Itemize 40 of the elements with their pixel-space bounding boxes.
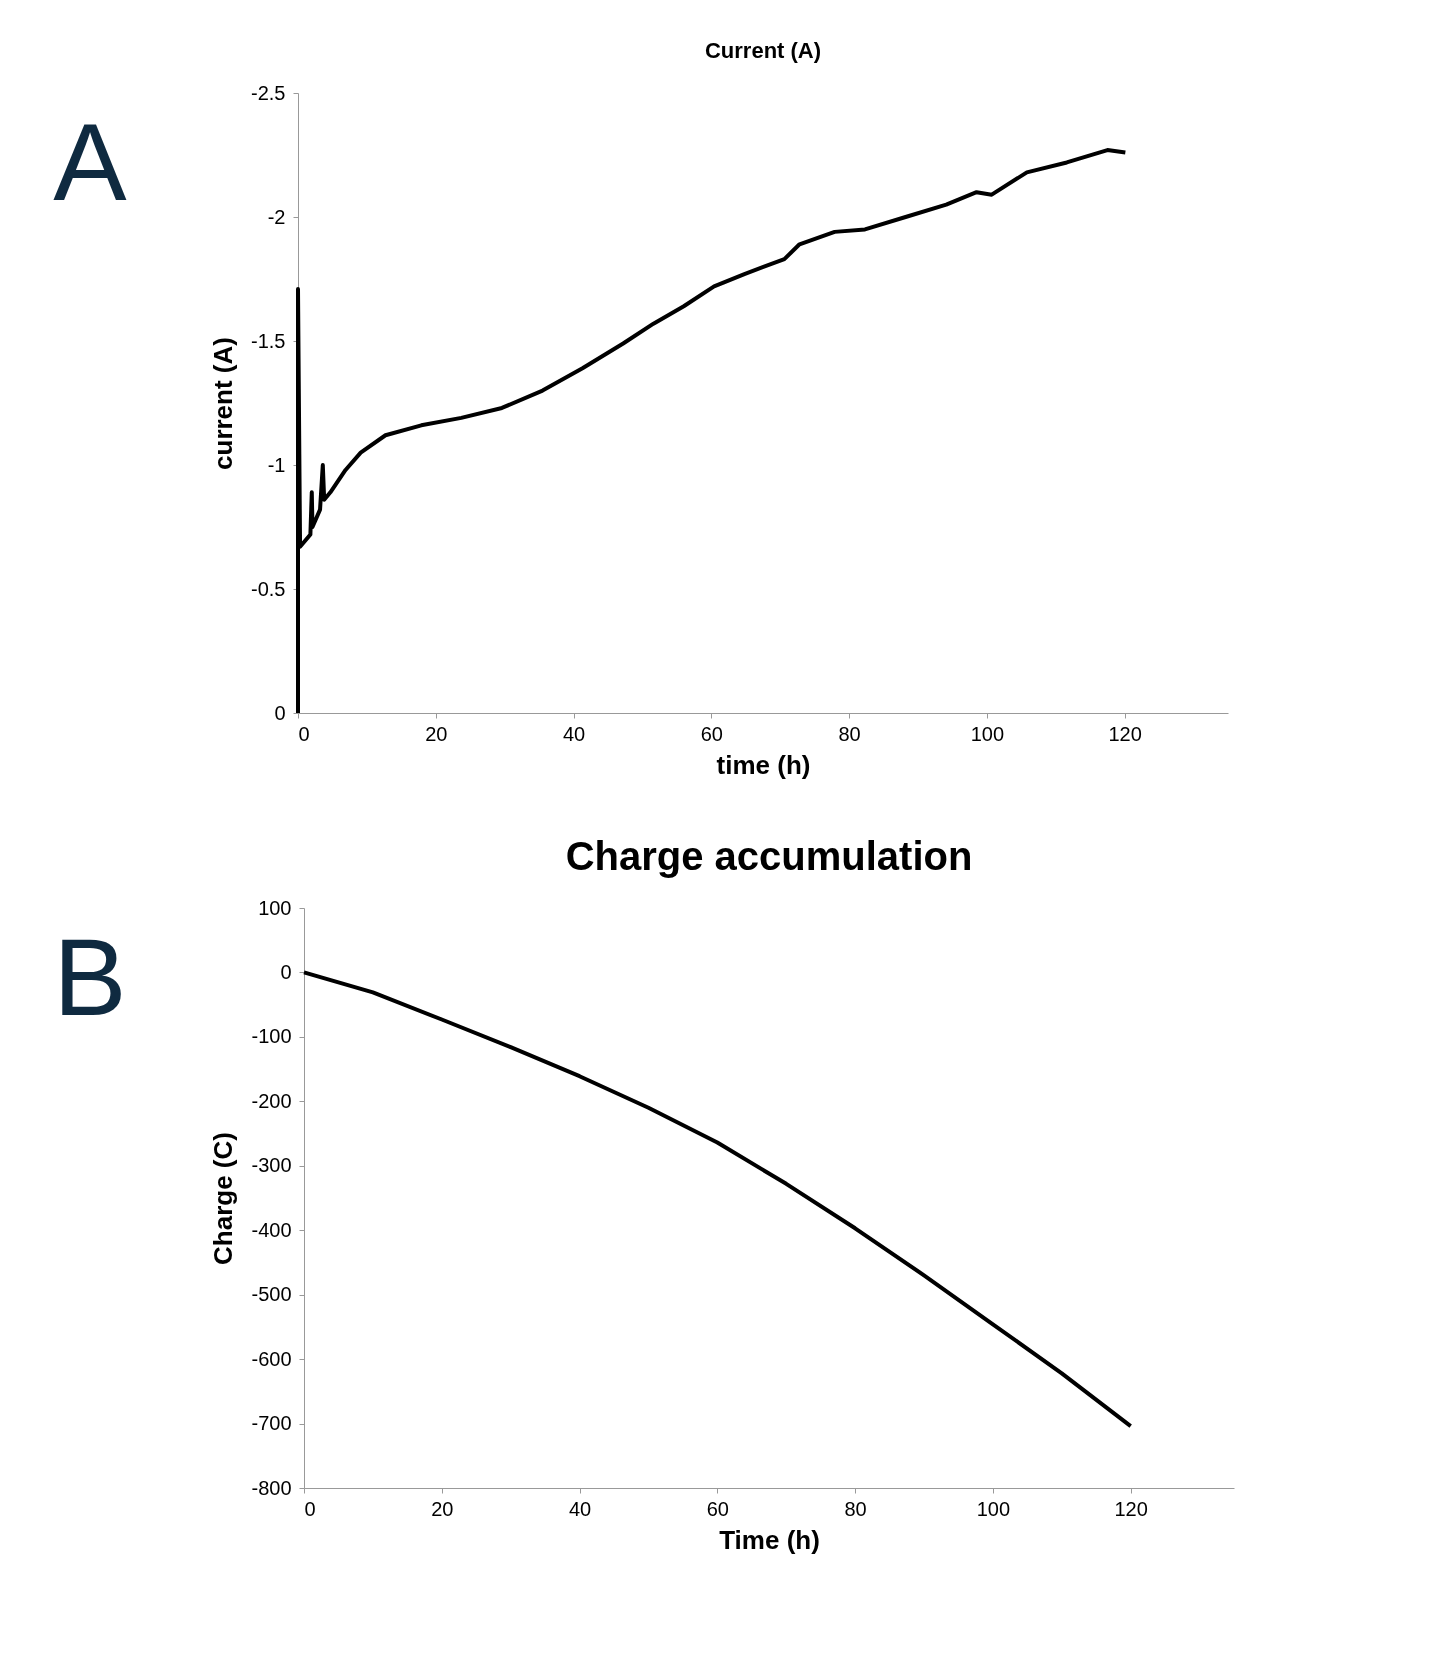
- y-axis-title: Charge (C): [208, 1132, 239, 1265]
- x-tick-label: 0: [304, 1497, 316, 1520]
- x-tick-label: 0: [298, 722, 310, 745]
- x-tick-label: 120: [1108, 722, 1142, 745]
- x-tick-label: 40: [568, 1497, 592, 1520]
- x-tick-label: 100: [976, 1497, 1011, 1520]
- x-tick-label: 20: [431, 1497, 454, 1520]
- x-tick-label: 80: [844, 1497, 867, 1520]
- chart-title: Charge accumulation: [565, 834, 973, 878]
- text: B: [53, 915, 127, 1038]
- y-tick-label: 0: [274, 701, 286, 724]
- y-tick-label: -2: [267, 205, 286, 228]
- y-tick-label: -600: [251, 1347, 292, 1370]
- y-tick-label: -200: [251, 1089, 292, 1112]
- x-tick-label: 60: [706, 1497, 729, 1520]
- y-axis-title: current (A): [208, 337, 239, 470]
- y-tick-label: -1: [267, 453, 286, 476]
- y-tick-label: -700: [251, 1412, 292, 1435]
- x-axis-title: Time (h): [719, 1524, 820, 1555]
- text: A: [53, 100, 128, 223]
- x-axis-title: time (h): [716, 749, 811, 780]
- y-tick-label: -800: [251, 1476, 292, 1499]
- y-tick-label: 100: [258, 896, 292, 919]
- y-tick-label: -400: [251, 1218, 292, 1241]
- y-tick-label: -1.5: [251, 329, 286, 352]
- y-tick-label: -500: [251, 1283, 292, 1306]
- y-tick-label: -2.5: [251, 81, 286, 104]
- x-tick-label: 100: [970, 722, 1005, 745]
- x-tick-label: 80: [838, 722, 861, 745]
- y-tick-label: -300: [251, 1154, 292, 1177]
- x-tick-label: 120: [1114, 1497, 1148, 1520]
- x-tick-label: 40: [562, 722, 586, 745]
- x-tick-label: 20: [425, 722, 448, 745]
- line-series: [296, 148, 1128, 715]
- y-tick-label: -0.5: [251, 577, 286, 600]
- y-tick-label: -100: [251, 1025, 292, 1048]
- y-tick-label: 0: [280, 960, 292, 983]
- line-series: [302, 970, 1133, 1429]
- x-tick-label: 60: [700, 722, 723, 745]
- chart-title: Current (A): [704, 38, 822, 63]
